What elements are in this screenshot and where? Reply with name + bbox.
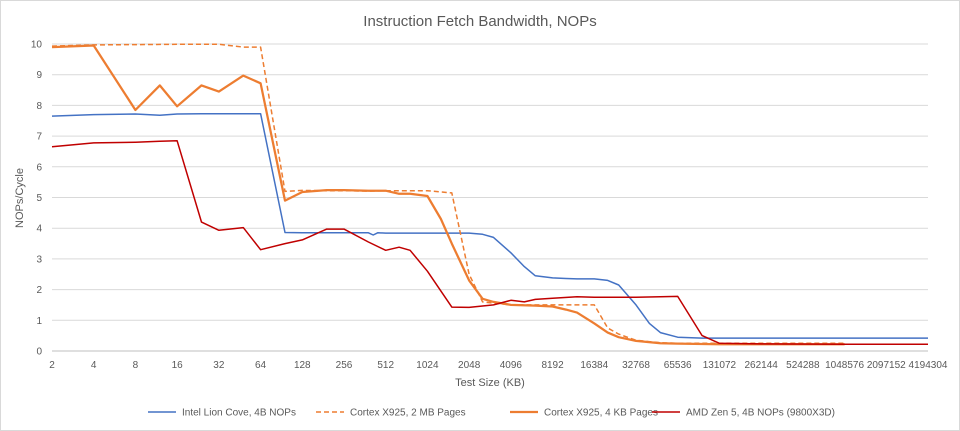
- x-tick-label: 131072: [703, 360, 737, 371]
- y-tick-label: 10: [31, 40, 43, 51]
- legend-label-2: Cortex X925, 4 KB Pages: [544, 408, 658, 419]
- chart-title: Instruction Fetch Bandwidth, NOPs: [363, 13, 596, 30]
- series-line-0: [51, 112, 928, 339]
- x-tick-label: 32: [213, 360, 225, 371]
- x-tick-label: 64: [255, 360, 267, 371]
- y-tick-label: 2: [36, 285, 42, 296]
- y-axis-tick-labels: 0 1 2 3 4 5 6 7 8 9 10: [31, 40, 43, 358]
- x-tick-label: 32768: [622, 360, 650, 371]
- x-tick-label: 4: [91, 360, 97, 371]
- legend-label-3: AMD Zen 5, 4B NOPs (9800X3D): [686, 408, 835, 419]
- x-tick-label: 4096: [500, 360, 523, 371]
- x-tick-label: 8: [133, 360, 139, 371]
- gridlines: [52, 43, 928, 352]
- x-tick-label: 2048: [458, 360, 481, 371]
- y-tick-label: 3: [36, 254, 42, 265]
- y-tick-label: 8: [36, 101, 42, 112]
- x-tick-label: 2097152: [867, 360, 906, 371]
- y-tick-label: 4: [36, 224, 42, 235]
- x-tick-label: 256: [336, 360, 353, 371]
- legend-label-1: Cortex X925, 2 MB Pages: [350, 408, 466, 419]
- x-tick-label: 16384: [580, 360, 608, 371]
- x-tick-label: 128: [294, 360, 311, 371]
- x-axis-title: Test Size (KB): [455, 377, 525, 389]
- series-lines: [51, 43, 928, 346]
- x-tick-label: 16: [172, 360, 184, 371]
- x-tick-label: 2: [49, 360, 55, 371]
- x-tick-label: 4194304: [909, 360, 948, 371]
- y-axis-title: NOPs/Cycle: [14, 168, 26, 228]
- x-tick-label: 8192: [541, 360, 564, 371]
- y-tick-label: 5: [36, 193, 42, 204]
- legend: Intel Lion Cove, 4B NOPs Cortex X925, 2 M…: [148, 408, 835, 419]
- series-line-2: [51, 44, 845, 346]
- x-tick-label: 524288: [786, 360, 820, 371]
- y-tick-label: 0: [36, 347, 42, 358]
- y-tick-label: 1: [36, 316, 42, 327]
- series-line-1: [51, 43, 845, 345]
- legend-label-0: Intel Lion Cove, 4B NOPs: [182, 408, 296, 419]
- x-tick-label: 1024: [416, 360, 439, 371]
- x-axis-tick-labels: 2 4 8 16 32 64 128 256 512 1024 2048 4096 8192 16384 3…: [49, 360, 948, 371]
- y-tick-label: 6: [36, 162, 42, 173]
- x-tick-label: 1048576: [825, 360, 864, 371]
- series-line-3: [51, 139, 928, 345]
- x-tick-label: 65536: [664, 360, 692, 371]
- x-tick-label: 512: [377, 360, 394, 371]
- x-tick-label: 262144: [744, 360, 778, 371]
- y-tick-label: 9: [36, 70, 42, 81]
- y-tick-label: 7: [36, 132, 42, 143]
